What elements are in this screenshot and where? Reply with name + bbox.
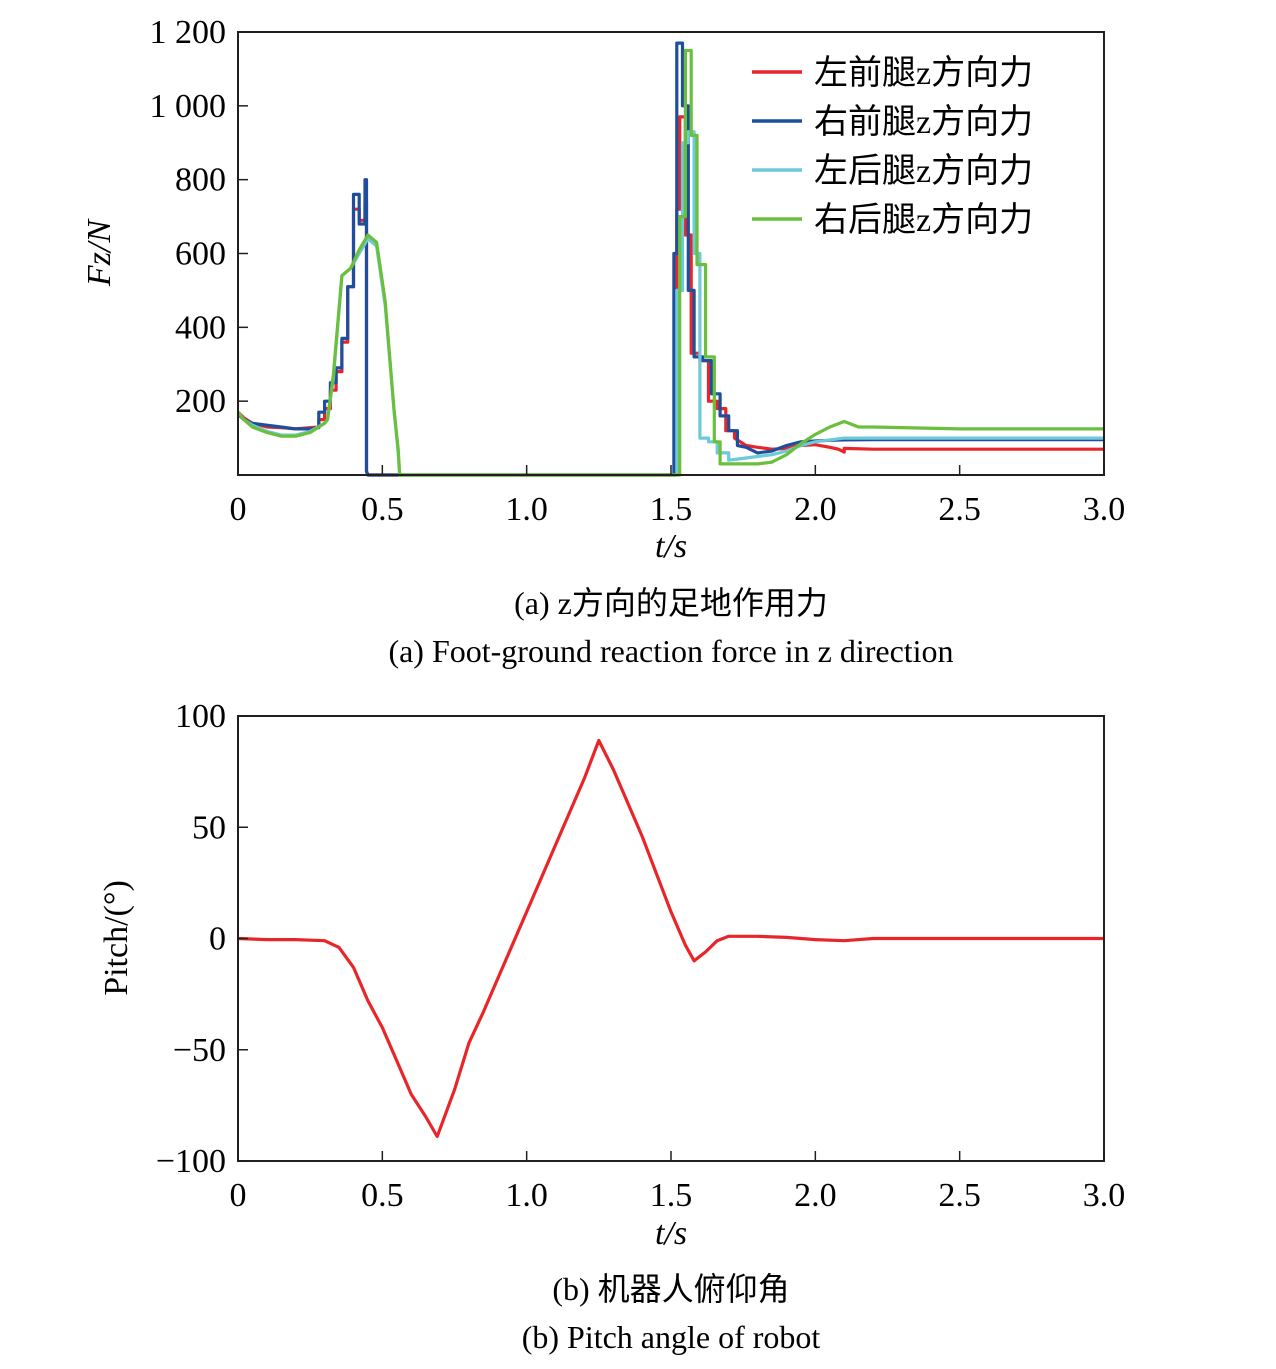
chart-b-y-tick-label: 100 (175, 698, 226, 735)
chart-a-y-tick-label: 1 000 (150, 88, 227, 125)
chart-b-plot-lines (237, 738, 1104, 1139)
chart-a-series-line-4 (236, 48, 1104, 477)
chart-b-y-tick-label: 0 (209, 921, 226, 958)
chart-b-x-tick-label: 2.5 (938, 1177, 981, 1214)
chart-a-x-tick-label: 2.5 (938, 491, 981, 528)
chart-b-x-tick-label: 0.5 (361, 1177, 404, 1214)
chart-a-xlabel: t/s (655, 528, 687, 565)
chart-b-x-tick-label: 3.0 (1083, 1177, 1126, 1214)
chart-a-series-line-2 (236, 41, 1104, 477)
chart-a-ylabel: Fz/N (81, 218, 118, 287)
chart-a-y-tick-label: 600 (175, 236, 226, 273)
chart-b: 0 0.5 1.0 1.5 2.0 2.5 3.0 −100 −50 0 50 100 Pitch/… (98, 698, 1125, 1355)
chart-b-xlabel: t/s (655, 1215, 687, 1252)
chart-b-x-tick-label: 2.0 (794, 1177, 837, 1214)
chart-a-y-tick-label: 400 (175, 309, 226, 346)
chart-b-x-tick-label: 1.5 (650, 1177, 693, 1214)
chart-b-y-tick-label: 50 (192, 809, 226, 846)
chart-b-x-tick-label: 0 (230, 1177, 247, 1214)
chart-a-x-tick-label: 0.5 (361, 491, 404, 528)
chart-a-x-tick-label: 1.0 (505, 491, 548, 528)
chart-a-y-tick-label: 1 200 (150, 14, 227, 51)
chart-a-legend-label-3: 左后腿z方向力 (814, 152, 1033, 190)
chart-a-plot-lines (236, 41, 1104, 477)
chart-a-legend-label-1: 左前腿z方向力 (814, 54, 1033, 92)
chart-b-caption-cn: (b) 机器人俯仰角 (552, 1271, 789, 1307)
chart-a-caption-cn: (a) z方向的足地作用力 (514, 585, 828, 621)
chart-b-ylabel: Pitch/(°) (98, 880, 135, 996)
chart-a-x-tick-label: 3.0 (1083, 491, 1126, 528)
chart-a-legend-label-4: 右后腿z方向力 (814, 201, 1033, 239)
chart-b-series-line-1 (237, 738, 1104, 1139)
chart-a-x-ticks: 0 0.5 1.0 1.5 2.0 2.5 3.0 (230, 465, 1126, 528)
chart-a-x-tick-label: 1.5 (650, 491, 693, 528)
chart-a-y-ticks: 200 400 600 800 1 000 1 200 (150, 14, 248, 420)
chart-a: 0 0.5 1.0 1.5 2.0 2.5 3.0 200 400 600 800 1 000 1 2… (81, 14, 1125, 669)
chart-b-caption-en: (b) Pitch angle of robot (522, 1319, 821, 1355)
chart-a-y-tick-label: 800 (175, 162, 226, 199)
chart-b-y-tick-label: −50 (173, 1032, 226, 1069)
chart-a-x-tick-label: 2.0 (794, 491, 837, 528)
chart-a-y-tick-label: 200 (175, 383, 226, 420)
chart-a-legend-label-2: 右前腿z方向力 (814, 103, 1033, 141)
chart-b-y-tick-label: −100 (156, 1143, 226, 1180)
chart-b-y-ticks: −100 −50 0 50 100 (156, 698, 248, 1180)
chart-a-x-tick-label: 0 (230, 491, 247, 528)
chart-b-x-ticks: 0 0.5 1.0 1.5 2.0 2.5 3.0 (230, 1151, 1126, 1214)
chart-b-x-tick-label: 1.0 (505, 1177, 548, 1214)
chart-a-caption-en: (a) Foot-ground reaction force in z dire… (388, 633, 953, 669)
